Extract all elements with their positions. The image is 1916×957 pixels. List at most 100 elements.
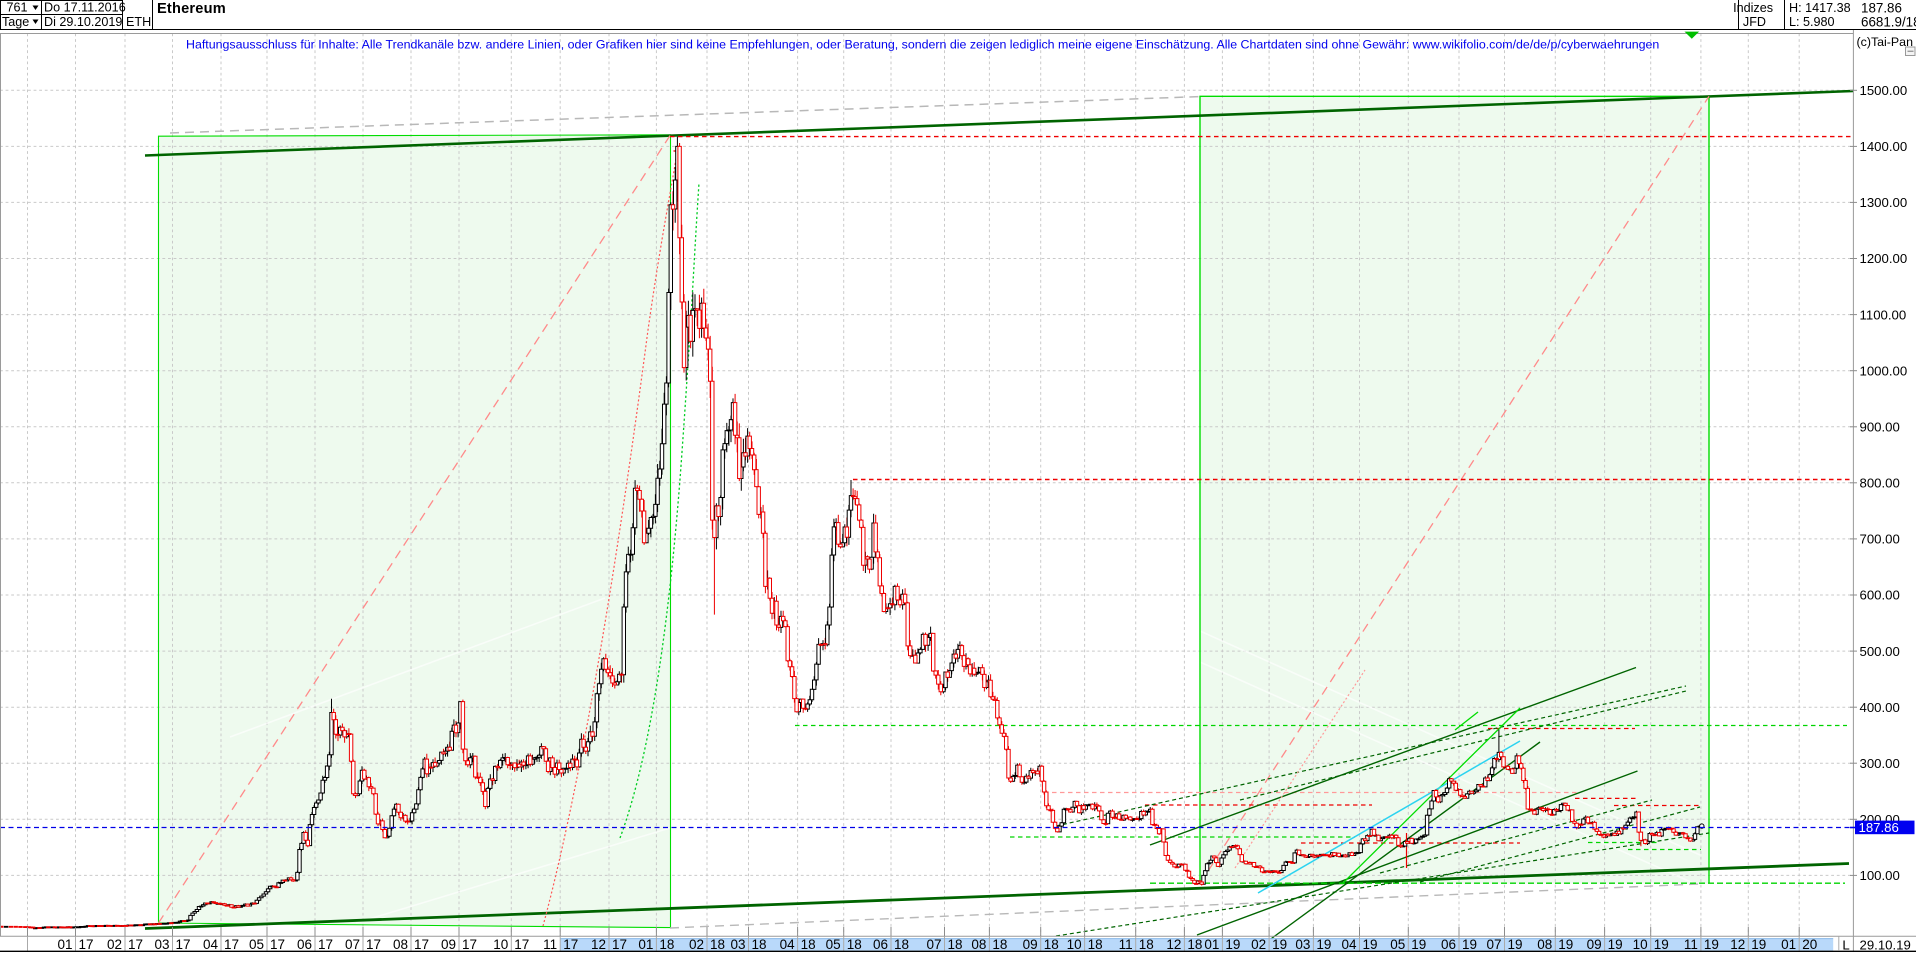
svg-text:H: 1417.38: H: 1417.38 bbox=[1789, 1, 1851, 15]
svg-text:02: 02 bbox=[1251, 937, 1266, 952]
svg-text:700.00: 700.00 bbox=[1860, 532, 1900, 547]
svg-text:Do 17.11.2016: Do 17.11.2016 bbox=[44, 1, 126, 15]
svg-text:04: 04 bbox=[203, 937, 219, 952]
svg-text:500.00: 500.00 bbox=[1860, 644, 1900, 659]
svg-text:1100.00: 1100.00 bbox=[1860, 307, 1907, 322]
svg-text:17: 17 bbox=[128, 937, 143, 952]
svg-text:17: 17 bbox=[176, 937, 191, 952]
svg-text:19: 19 bbox=[1654, 937, 1669, 952]
svg-text:ETH: ETH bbox=[126, 15, 151, 29]
svg-text:19: 19 bbox=[1225, 937, 1240, 952]
svg-text:L: 5.980: L: 5.980 bbox=[1789, 15, 1835, 29]
svg-text:10: 10 bbox=[1633, 937, 1648, 952]
svg-text:18: 18 bbox=[801, 937, 816, 952]
svg-text:18: 18 bbox=[1187, 937, 1202, 952]
svg-text:09: 09 bbox=[1023, 937, 1038, 952]
svg-text:29.10.19: 29.10.19 bbox=[1860, 938, 1911, 953]
svg-text:Haftungsausschluss für Inhalte: Haftungsausschluss für Inhalte: Alle Tre… bbox=[186, 38, 1659, 52]
svg-text:11: 11 bbox=[1684, 937, 1698, 952]
svg-text:18: 18 bbox=[847, 937, 862, 952]
svg-text:19: 19 bbox=[1704, 937, 1719, 952]
svg-text:761: 761 bbox=[7, 1, 28, 15]
svg-text:17: 17 bbox=[612, 937, 627, 952]
svg-text:17: 17 bbox=[224, 937, 239, 952]
svg-text:19: 19 bbox=[1316, 937, 1331, 952]
svg-text:17: 17 bbox=[79, 937, 94, 952]
svg-text:800.00: 800.00 bbox=[1860, 476, 1900, 491]
svg-text:19: 19 bbox=[1462, 937, 1477, 952]
svg-text:09: 09 bbox=[441, 937, 456, 952]
svg-text:Indizes: Indizes bbox=[1733, 1, 1773, 15]
svg-text:17: 17 bbox=[563, 937, 578, 952]
svg-text:18: 18 bbox=[659, 937, 674, 952]
svg-text:18: 18 bbox=[894, 937, 909, 952]
svg-text:L: L bbox=[1842, 938, 1849, 953]
svg-text:08: 08 bbox=[393, 937, 408, 952]
svg-text:12: 12 bbox=[1166, 937, 1181, 952]
svg-text:08: 08 bbox=[971, 937, 986, 952]
svg-text:19: 19 bbox=[1608, 937, 1623, 952]
svg-text:18: 18 bbox=[752, 937, 767, 952]
svg-text:900.00: 900.00 bbox=[1860, 420, 1900, 435]
svg-text:04: 04 bbox=[780, 937, 796, 952]
svg-text:12: 12 bbox=[1730, 937, 1745, 952]
svg-text:19: 19 bbox=[1558, 937, 1573, 952]
svg-text:11: 11 bbox=[1119, 937, 1133, 952]
svg-text:04: 04 bbox=[1341, 937, 1357, 952]
svg-text:187.86: 187.86 bbox=[1861, 0, 1902, 15]
svg-text:01: 01 bbox=[57, 937, 72, 952]
svg-text:01: 01 bbox=[1781, 937, 1796, 952]
svg-text:19: 19 bbox=[1363, 937, 1378, 952]
svg-text:17: 17 bbox=[414, 937, 429, 952]
svg-text:06: 06 bbox=[1441, 937, 1456, 952]
svg-text:17: 17 bbox=[514, 937, 529, 952]
svg-text:1000.00: 1000.00 bbox=[1860, 363, 1908, 378]
svg-text:07: 07 bbox=[1486, 937, 1501, 952]
svg-text:17: 17 bbox=[318, 937, 333, 952]
svg-text:01: 01 bbox=[1204, 937, 1219, 952]
svg-text:03: 03 bbox=[154, 937, 169, 952]
svg-text:19: 19 bbox=[1411, 937, 1426, 952]
svg-text:100.00: 100.00 bbox=[1860, 868, 1900, 883]
svg-text:Tage: Tage bbox=[2, 15, 29, 29]
svg-text:1200.00: 1200.00 bbox=[1860, 251, 1908, 266]
svg-text:05: 05 bbox=[1390, 937, 1405, 952]
svg-text:03: 03 bbox=[1295, 937, 1310, 952]
svg-text:08: 08 bbox=[1537, 937, 1552, 952]
svg-text:300.00: 300.00 bbox=[1860, 756, 1900, 771]
svg-text:18: 18 bbox=[948, 937, 963, 952]
svg-text:187.86: 187.86 bbox=[1859, 820, 1899, 835]
svg-text:18: 18 bbox=[1139, 937, 1154, 952]
svg-text:Ethereum: Ethereum bbox=[157, 1, 226, 17]
svg-text:05: 05 bbox=[826, 937, 841, 952]
svg-text:11: 11 bbox=[543, 937, 557, 952]
svg-text:6681.9/18: 6681.9/18 bbox=[1861, 15, 1916, 30]
svg-text:18: 18 bbox=[1044, 937, 1059, 952]
svg-text:02: 02 bbox=[107, 937, 122, 952]
svg-text:10: 10 bbox=[1067, 937, 1082, 952]
svg-text:(c)Tai-Pan: (c)Tai-Pan bbox=[1857, 35, 1914, 49]
svg-text:10: 10 bbox=[493, 937, 508, 952]
svg-text:600.00: 600.00 bbox=[1860, 588, 1900, 603]
svg-text:19: 19 bbox=[1751, 937, 1766, 952]
svg-text:07: 07 bbox=[345, 937, 360, 952]
svg-text:400.00: 400.00 bbox=[1860, 700, 1900, 715]
svg-text:19: 19 bbox=[1272, 937, 1287, 952]
svg-text:JFD: JFD bbox=[1743, 15, 1766, 29]
svg-text:12: 12 bbox=[591, 937, 606, 952]
svg-text:06: 06 bbox=[873, 937, 888, 952]
svg-text:17: 17 bbox=[462, 937, 477, 952]
svg-text:17: 17 bbox=[366, 937, 381, 952]
svg-text:1400.00: 1400.00 bbox=[1860, 139, 1908, 154]
svg-text:18: 18 bbox=[1088, 937, 1103, 952]
svg-text:20: 20 bbox=[1802, 937, 1817, 952]
svg-text:18: 18 bbox=[992, 937, 1007, 952]
svg-text:18: 18 bbox=[710, 937, 725, 952]
svg-text:09: 09 bbox=[1587, 937, 1602, 952]
svg-text:06: 06 bbox=[297, 937, 312, 952]
svg-text:07: 07 bbox=[926, 937, 941, 952]
svg-text:1300.00: 1300.00 bbox=[1860, 195, 1908, 210]
svg-text:19: 19 bbox=[1508, 937, 1523, 952]
svg-text:05: 05 bbox=[249, 937, 264, 952]
svg-text:02: 02 bbox=[689, 937, 704, 952]
